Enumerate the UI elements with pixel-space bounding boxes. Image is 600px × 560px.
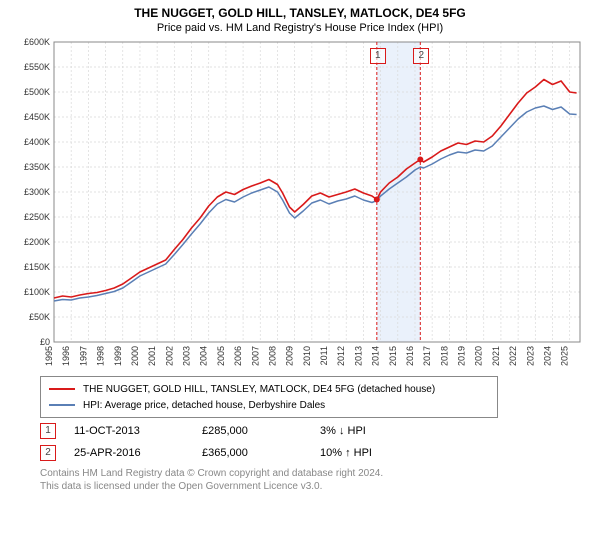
svg-text:2022: 2022 xyxy=(508,346,518,366)
svg-text:£300K: £300K xyxy=(24,187,50,197)
svg-text:2014: 2014 xyxy=(371,346,381,366)
svg-text:£450K: £450K xyxy=(24,112,50,122)
legend: THE NUGGET, GOLD HILL, TANSLEY, MATLOCK,… xyxy=(40,376,498,418)
svg-text:£550K: £550K xyxy=(24,62,50,72)
svg-text:2009: 2009 xyxy=(285,346,295,366)
svg-text:£600K: £600K xyxy=(24,37,50,47)
svg-text:£400K: £400K xyxy=(24,137,50,147)
svg-text:£50K: £50K xyxy=(29,312,50,322)
chart-sale-marker: 1 xyxy=(370,48,386,64)
page-subtitle: Price paid vs. HM Land Registry's House … xyxy=(10,22,590,34)
legend-label: THE NUGGET, GOLD HILL, TANSLEY, MATLOCK,… xyxy=(83,384,435,395)
svg-text:2021: 2021 xyxy=(491,346,501,366)
sale-date: 11-OCT-2013 xyxy=(74,425,184,437)
svg-text:2004: 2004 xyxy=(199,346,209,366)
legend-item: HPI: Average price, detached house, Derb… xyxy=(49,397,489,413)
svg-text:1995: 1995 xyxy=(44,346,54,366)
svg-text:£100K: £100K xyxy=(24,287,50,297)
svg-text:2011: 2011 xyxy=(319,346,329,365)
sale-price: £365,000 xyxy=(202,447,302,459)
svg-text:2007: 2007 xyxy=(250,346,260,366)
svg-text:2018: 2018 xyxy=(439,346,449,366)
svg-text:2017: 2017 xyxy=(422,346,432,366)
sale-date: 25-APR-2016 xyxy=(74,447,184,459)
chart-container: £0 £50K £100K £150K £200K £250K £300K £350K £400… xyxy=(10,34,590,370)
svg-text:2020: 2020 xyxy=(474,346,484,366)
svg-text:2008: 2008 xyxy=(267,346,277,366)
legend-item: THE NUGGET, GOLD HILL, TANSLEY, MATLOCK,… xyxy=(49,381,489,397)
legend-swatch xyxy=(49,388,75,390)
sale-delta: 10% ↑ HPI xyxy=(320,447,440,459)
svg-text:£200K: £200K xyxy=(24,237,50,247)
svg-text:2002: 2002 xyxy=(164,346,174,366)
sale-row: 2 25-APR-2016 £365,000 10% ↑ HPI xyxy=(40,444,590,462)
svg-text:2013: 2013 xyxy=(353,346,363,366)
svg-text:2006: 2006 xyxy=(233,346,243,366)
svg-text:1999: 1999 xyxy=(113,346,123,366)
legend-swatch xyxy=(49,404,75,406)
attribution-line: Contains HM Land Registry data © Crown c… xyxy=(40,468,590,481)
svg-text:2016: 2016 xyxy=(405,346,415,366)
sale-delta: 3% ↓ HPI xyxy=(320,425,440,437)
svg-text:2003: 2003 xyxy=(182,346,192,366)
svg-text:£0: £0 xyxy=(40,337,50,347)
svg-text:2010: 2010 xyxy=(302,346,312,366)
sales-table: 1 11-OCT-2013 £285,000 3% ↓ HPI 2 25-APR-2016… xyxy=(10,422,590,462)
svg-text:2001: 2001 xyxy=(147,346,157,366)
svg-text:1997: 1997 xyxy=(78,346,88,366)
svg-text:1998: 1998 xyxy=(96,346,106,366)
svg-text:2023: 2023 xyxy=(525,346,535,366)
sale-price: £285,000 xyxy=(202,425,302,437)
svg-text:2005: 2005 xyxy=(216,346,226,366)
svg-text:2012: 2012 xyxy=(336,346,346,366)
svg-text:2000: 2000 xyxy=(130,346,140,366)
svg-text:£500K: £500K xyxy=(24,87,50,97)
svg-text:£250K: £250K xyxy=(24,212,50,222)
attribution-line: This data is licensed under the Open Gov… xyxy=(40,481,590,494)
sale-badge: 1 xyxy=(40,423,56,439)
sale-row: 1 11-OCT-2013 £285,000 3% ↓ HPI xyxy=(40,422,590,440)
svg-text:1996: 1996 xyxy=(61,346,71,366)
svg-text:£150K: £150K xyxy=(24,262,50,272)
svg-text:£350K: £350K xyxy=(24,162,50,172)
attribution: Contains HM Land Registry data © Crown c… xyxy=(40,468,590,493)
svg-text:2019: 2019 xyxy=(457,346,467,366)
svg-text:2024: 2024 xyxy=(542,346,552,366)
legend-label: HPI: Average price, detached house, Derb… xyxy=(83,400,325,411)
sale-badge: 2 xyxy=(40,445,56,461)
svg-text:2015: 2015 xyxy=(388,346,398,366)
price-line-chart: £0 £50K £100K £150K £200K £250K £300K £350K £400… xyxy=(10,34,590,370)
page-title: THE NUGGET, GOLD HILL, TANSLEY, MATLOCK,… xyxy=(10,6,590,20)
svg-text:2025: 2025 xyxy=(560,346,570,366)
chart-sale-marker: 2 xyxy=(413,48,429,64)
